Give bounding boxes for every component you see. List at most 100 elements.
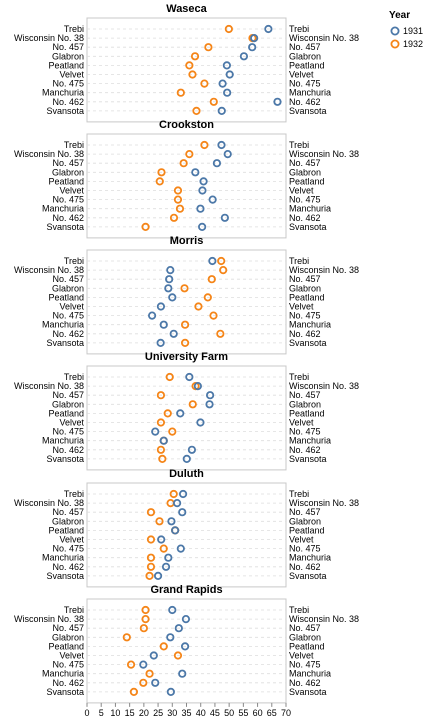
y-label-right: Glabron (289, 283, 321, 293)
y-label-left: Glabron (52, 283, 84, 293)
point-1932 (175, 204, 185, 213)
point-1931 (165, 275, 174, 284)
legend-title: Year (389, 10, 410, 21)
point-1931 (148, 311, 157, 320)
y-label-left: No. 457 (52, 623, 84, 633)
point-1931 (164, 284, 173, 293)
legend-symbol (390, 39, 400, 49)
point-1932 (159, 642, 168, 651)
point-1932 (157, 168, 166, 177)
point-1931 (217, 140, 226, 150)
point-1931 (205, 400, 214, 409)
point-1932 (185, 150, 194, 159)
y-label-right: No. 475 (289, 427, 321, 437)
y-label-right: No. 475 (289, 311, 321, 321)
y-label-right: Svansota (289, 687, 327, 697)
y-label-right: Trebi (289, 24, 309, 34)
y-label-left: Peatland (48, 292, 84, 302)
y-label-right: No. 475 (289, 79, 321, 89)
point-1932 (173, 186, 183, 195)
y-label-right: Manchuria (289, 320, 331, 330)
point-1932 (139, 624, 148, 633)
point-1931 (182, 454, 191, 463)
y-label-left: Trebi (64, 372, 84, 382)
y-label-left: No. 457 (52, 42, 84, 52)
point-1932 (146, 562, 156, 571)
y-label-right: Svansota (289, 106, 327, 116)
point-1931 (181, 614, 191, 624)
y-label-right: Peatland (289, 525, 325, 535)
y-label-left: Svansota (46, 338, 84, 348)
point-1932 (180, 284, 189, 293)
point-1932 (146, 508, 156, 517)
point-1931 (156, 338, 165, 347)
y-label-right: Wisconsin No. 38 (289, 381, 359, 391)
y-label-right: No. 462 (289, 329, 321, 339)
point-1931 (169, 329, 178, 338)
y-label-right: Velvet (289, 418, 314, 428)
point-1931 (217, 106, 226, 116)
y-label-left: Glabron (52, 516, 84, 526)
y-label-left: Velvet (59, 418, 84, 428)
x-tick-label: 20 (139, 708, 149, 717)
point-1932 (204, 43, 213, 52)
x-tick-label: 55 (238, 708, 248, 717)
point-1931 (159, 320, 168, 329)
point-1932 (169, 213, 179, 222)
point-1931 (166, 633, 175, 642)
point-1931 (187, 445, 197, 454)
y-label-right: No. 475 (289, 544, 321, 554)
point-1932 (207, 275, 216, 284)
point-1932 (173, 651, 183, 660)
point-1932 (194, 302, 203, 311)
point-1932 (185, 61, 194, 70)
y-label-left: Velvet (59, 535, 84, 545)
y-label-right: Manchuria (289, 88, 331, 98)
x-tick-label: 50 (224, 708, 234, 717)
y-label-left: Trebi (64, 24, 84, 34)
point-1931 (222, 61, 231, 70)
point-1932 (168, 427, 177, 436)
y-label-left: No. 462 (52, 97, 84, 107)
y-label-left: No. 462 (52, 329, 84, 339)
y-label-right: Velvet (289, 302, 314, 312)
y-label-left: Wisconsin No. 38 (14, 149, 84, 159)
y-label-left: Svansota (46, 106, 84, 116)
point-1931 (273, 97, 282, 106)
point-1931 (223, 150, 232, 159)
y-label-left: No. 475 (52, 660, 84, 670)
point-1932 (146, 535, 156, 544)
y-label-right: No. 457 (289, 274, 321, 284)
y-label-right: Manchuria (289, 553, 331, 563)
y-label-right: No. 462 (289, 97, 321, 107)
point-1931 (149, 651, 158, 660)
point-1931 (185, 372, 194, 382)
y-label-right: No. 475 (289, 660, 321, 670)
panel-frame (86, 17, 287, 123)
y-label-left: Manchuria (42, 88, 84, 98)
y-label-left: Glabron (52, 632, 84, 642)
y-label-left: Wisconsin No. 38 (14, 498, 84, 508)
point-1931 (167, 517, 176, 526)
x-tick-label: 65 (267, 708, 277, 717)
point-1932 (188, 400, 197, 409)
point-1931 (239, 52, 249, 61)
y-label-left: No. 475 (52, 195, 84, 205)
y-label-left: Manchuria (42, 204, 84, 214)
point-1932 (180, 338, 190, 347)
y-label-right: Velvet (289, 535, 314, 545)
point-1931 (225, 70, 234, 79)
y-label-left: Trebi (64, 605, 84, 615)
point-1932 (200, 140, 209, 150)
y-label-left: Glabron (52, 167, 84, 177)
y-label-left: Trebi (64, 489, 84, 499)
point-1931 (191, 168, 200, 177)
y-label-right: Svansota (289, 338, 327, 348)
y-label-left: No. 457 (52, 158, 84, 168)
point-1932 (145, 571, 154, 581)
y-label-left: Peatland (48, 408, 84, 418)
y-label-right: Trebi (289, 256, 309, 266)
